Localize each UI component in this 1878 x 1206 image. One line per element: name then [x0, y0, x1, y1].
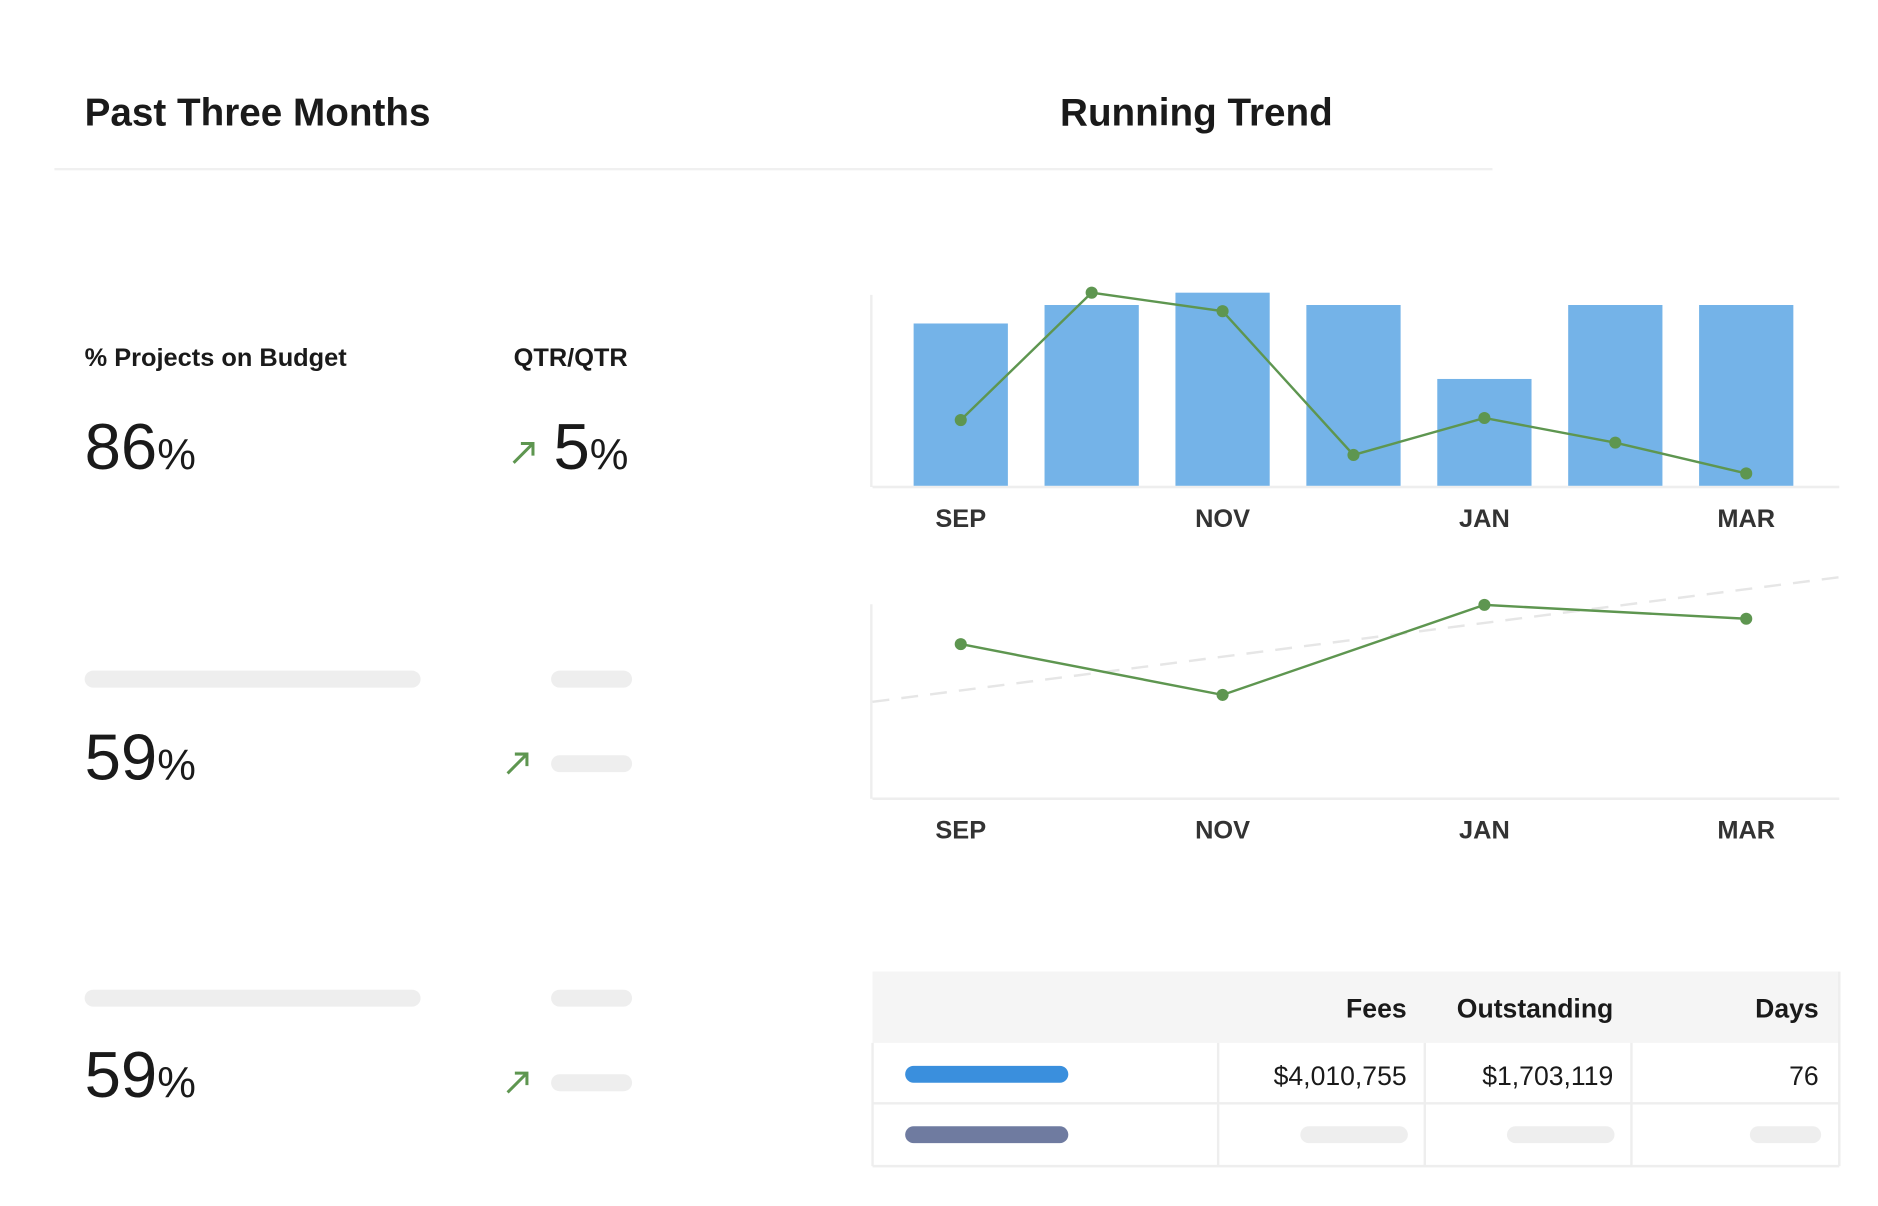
metric-value: 59% — [85, 720, 196, 793]
bar — [1437, 378, 1532, 486]
point — [1478, 598, 1491, 611]
trend-arrow — [506, 1071, 529, 1094]
change-label: QTR/QTR — [514, 344, 628, 372]
bar — [1044, 305, 1139, 486]
line — [960, 603, 1747, 697]
trend-arrow — [512, 441, 535, 464]
point — [954, 414, 967, 427]
unit: % — [590, 431, 629, 479]
metric-label: % Projects on Budget — [85, 344, 348, 372]
x-tick-label: MAR — [1717, 817, 1775, 845]
x-tick-label: JAN — [1459, 505, 1510, 533]
point — [1478, 411, 1491, 425]
bar — [1568, 305, 1663, 486]
number: 5 — [554, 410, 590, 483]
metric-value: 86% — [85, 410, 196, 483]
unit: % — [157, 1059, 196, 1107]
x-tick-label: NOV — [1195, 817, 1250, 845]
x-tick-label: MAR — [1717, 505, 1775, 533]
number: 59 — [85, 720, 158, 793]
column-header: Days — [1755, 993, 1819, 1023]
table-cell: 76 — [1789, 1061, 1819, 1091]
change-value: 5% — [554, 410, 629, 483]
bar — [1175, 292, 1270, 486]
x-tick-label: SEP — [935, 817, 986, 845]
metric-value: 59% — [85, 1038, 196, 1111]
panel-title: Past Three Months — [85, 92, 431, 135]
x-tick-label: SEP — [935, 505, 986, 533]
bar — [913, 323, 1008, 486]
number: 86 — [85, 410, 158, 483]
trend-arrow — [506, 752, 529, 775]
point — [1085, 286, 1098, 299]
table — [871, 971, 1841, 1168]
point — [1216, 305, 1229, 318]
x-tick-label: NOV — [1195, 505, 1250, 533]
point — [1216, 688, 1229, 701]
table-cell: $4,010,755 — [1274, 1061, 1407, 1091]
placeholders — [84, 670, 633, 1092]
point — [1740, 612, 1753, 625]
trend-line — [872, 575, 1840, 704]
panel-title: Running Trend — [1060, 92, 1333, 135]
point — [1347, 448, 1360, 462]
point — [1609, 436, 1622, 449]
unit: % — [157, 431, 196, 479]
chart-frame — [870, 294, 1840, 800]
number: 59 — [85, 1038, 158, 1111]
column-header: Outstanding — [1457, 993, 1614, 1023]
column-header: Fees — [1346, 993, 1407, 1023]
point — [954, 638, 967, 651]
bar — [1699, 305, 1794, 486]
table-cell: $1,703,119 — [1482, 1061, 1613, 1091]
x-tick-label: JAN — [1459, 817, 1510, 845]
point — [1740, 467, 1753, 480]
unit: % — [157, 741, 196, 789]
